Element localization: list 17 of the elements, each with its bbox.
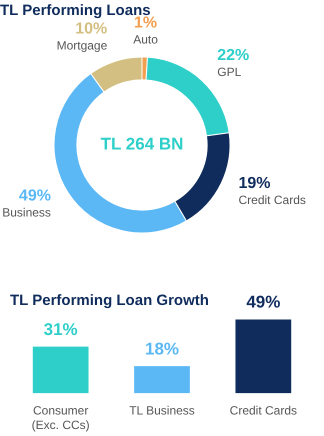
data-label: 49%	[246, 292, 280, 312]
slice-label: Auto	[133, 32, 158, 46]
slice-label: GPL	[217, 64, 242, 79]
chart-title: TL Performing Loan Growth	[10, 292, 209, 310]
x-tick-label: Credit Cards	[230, 404, 298, 418]
x-tick-label: Consumer (Exc. CCs)	[32, 404, 90, 432]
slice-label: Business	[2, 205, 51, 220]
data-label: 10%	[75, 20, 108, 38]
data-label: 49%	[18, 187, 51, 204]
slice-label: Credit Cards	[238, 193, 306, 208]
data-label: 18%	[144, 339, 180, 358]
text: TL 264 BN	[100, 134, 184, 154]
data-label: 31%	[44, 320, 78, 339]
data-label: 19%	[238, 175, 271, 192]
data-label: 22%	[217, 47, 250, 64]
slice-label: Mortgage	[56, 38, 108, 52]
x-tick-label: TL Business	[129, 404, 195, 418]
